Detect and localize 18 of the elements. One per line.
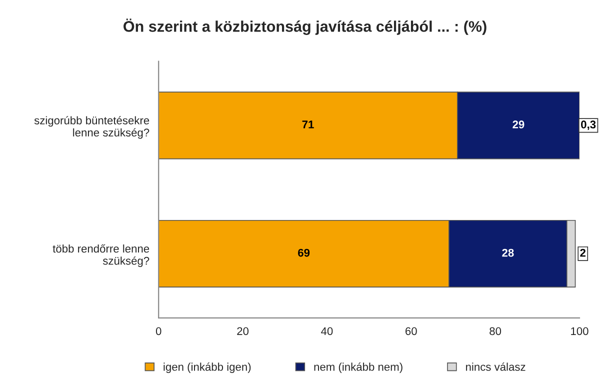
data-label: 28 (502, 248, 514, 257)
data-label: 0,3 (581, 120, 596, 130)
x-tick-label: 60 (406, 327, 417, 336)
data-label: 71 (302, 120, 314, 128)
x-tick-label: 40 (321, 327, 333, 336)
legend-label: igen (inkább igen) (164, 362, 251, 373)
legend-label: nincs válasz (466, 362, 526, 371)
data-label: 2 (580, 248, 586, 257)
legend-label: nem (inkább nem) (314, 362, 402, 373)
x-tick-label: 100 (571, 327, 588, 336)
x-tick-label: 80 (490, 327, 502, 336)
data-label: 69 (298, 248, 310, 257)
y-tick-label: szigorúbb büntetésekre lenne szükség? (34, 116, 150, 139)
y-tick-label: több rendőrre lenne szükség? (52, 244, 150, 267)
data-label: 29 (512, 120, 524, 128)
chart-title: Ön szerint a közbiztonság javítása céljából ... : (%) (124, 18, 486, 35)
x-tick-label: 0 (156, 327, 162, 336)
x-tick-label: 20 (237, 327, 249, 336)
